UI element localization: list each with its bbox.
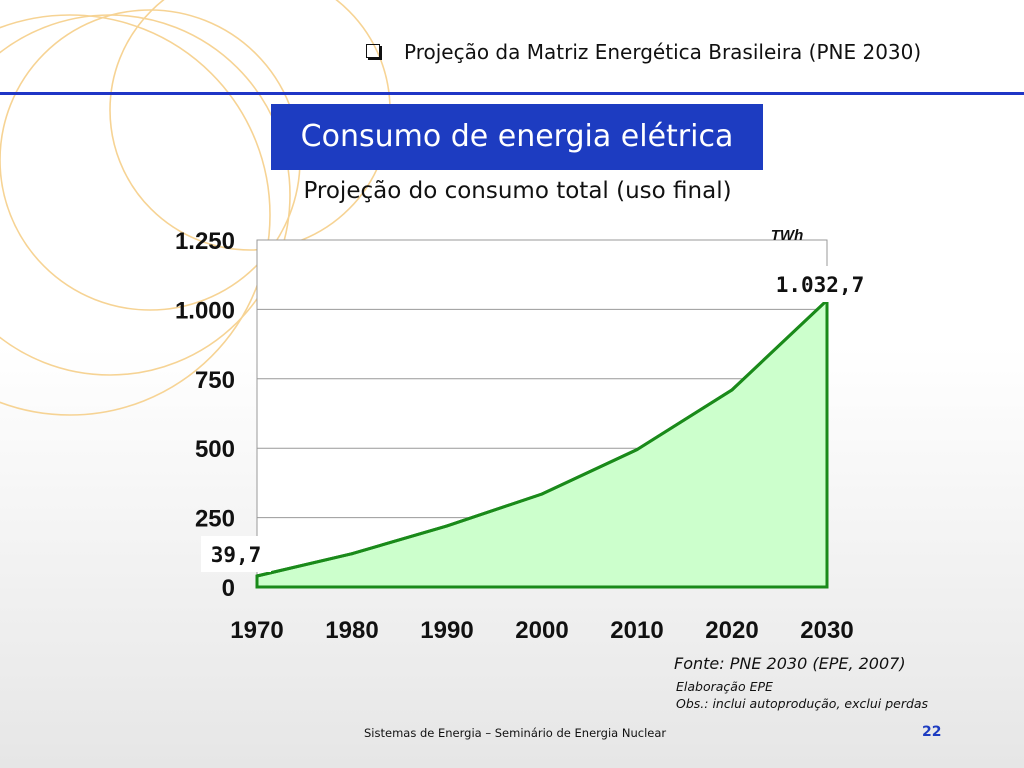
end-value-label: 1.032,7	[776, 273, 865, 297]
slide-title: Consumo de energia elétrica	[271, 104, 763, 170]
y-tick-label: 1.000	[175, 297, 235, 324]
note-observation: Obs.: inclui autoprodução, exclui perdas	[676, 696, 929, 711]
start-value-label: 39,7	[211, 543, 262, 567]
data-point-1970	[255, 574, 259, 578]
data-point-2020	[730, 388, 734, 392]
y-tick-label: 750	[195, 367, 235, 394]
end-value-label-box	[763, 266, 877, 302]
consumption-chart: 0 250 500 750 1.000 1.250 1970 1980 1990 2000 2010…	[174, 227, 877, 644]
y-tick-label: 250	[195, 506, 235, 533]
data-point-2010	[635, 448, 639, 452]
y-tick-label: 500	[195, 436, 235, 463]
y-tick-label: 1.250	[175, 228, 235, 255]
page-number: 22	[922, 724, 942, 740]
data-point-1990	[445, 524, 449, 528]
x-tick-label: 1970	[230, 617, 283, 644]
header-title-row: Projeção da Matriz Energética Brasileira…	[366, 40, 921, 64]
header-title: Projeção da Matriz Energética Brasileira…	[404, 40, 922, 64]
x-tick-label: 2030	[800, 617, 853, 644]
x-tick-label: 2010	[610, 617, 663, 644]
x-tick-label: 1990	[420, 617, 473, 644]
x-tick-label: 2020	[705, 617, 758, 644]
chart-subtitle: Projeção do consumo total (uso final)	[303, 178, 732, 204]
data-point-2000	[540, 492, 544, 496]
checkbox-bullet-icon	[366, 44, 380, 58]
start-value-label-box	[201, 536, 271, 572]
data-point-1980	[350, 552, 354, 556]
note-elaboration: Elaboração EPE	[676, 679, 773, 694]
x-tick-label: 1980	[325, 617, 378, 644]
unit-label: TWh	[771, 227, 803, 244]
source-label: Fonte: PNE 2030 (EPE, 2007)	[674, 654, 906, 673]
header-divider	[0, 92, 1024, 95]
y-tick-label: 0	[222, 575, 235, 602]
x-tick-label: 2000	[515, 617, 568, 644]
footer-text: Sistemas de Energia – Seminário de Energ…	[364, 726, 667, 740]
